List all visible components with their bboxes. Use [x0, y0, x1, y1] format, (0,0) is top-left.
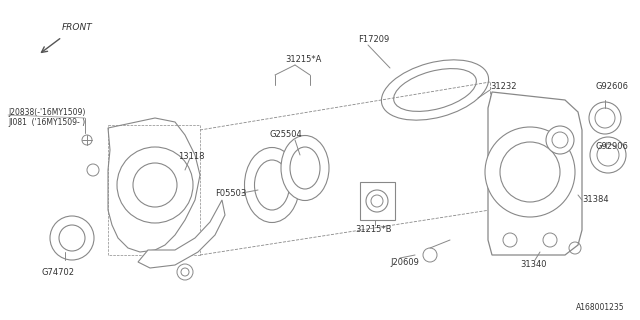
Polygon shape	[138, 200, 225, 268]
Text: G92906: G92906	[596, 142, 629, 151]
Text: F17209: F17209	[358, 35, 389, 44]
Circle shape	[133, 163, 177, 207]
Circle shape	[50, 216, 94, 260]
Circle shape	[546, 126, 574, 154]
Ellipse shape	[244, 148, 300, 222]
Circle shape	[366, 190, 388, 212]
Bar	[360, 182, 395, 220]
Polygon shape	[488, 92, 582, 255]
Circle shape	[485, 127, 575, 217]
Circle shape	[589, 102, 621, 134]
Polygon shape	[108, 118, 200, 252]
Circle shape	[117, 147, 193, 223]
Text: FRONT: FRONT	[62, 23, 93, 32]
Ellipse shape	[381, 60, 488, 120]
Circle shape	[590, 137, 626, 173]
Text: G25504: G25504	[270, 130, 303, 139]
Text: J20838(-'16MY1509): J20838(-'16MY1509)	[8, 108, 85, 117]
Text: A168001235: A168001235	[577, 303, 625, 312]
Circle shape	[500, 142, 560, 202]
Text: 13118: 13118	[178, 152, 205, 161]
Text: JI081  ('16MY1509- ): JI081 ('16MY1509- )	[8, 118, 85, 127]
Text: J20609: J20609	[390, 258, 419, 267]
Text: F05503: F05503	[215, 188, 246, 197]
Ellipse shape	[290, 147, 320, 189]
Text: G74702: G74702	[42, 268, 75, 277]
Text: G92606: G92606	[596, 82, 629, 91]
Text: 31232: 31232	[490, 82, 516, 91]
Text: 31384: 31384	[582, 195, 609, 204]
Text: 31215*B: 31215*B	[355, 225, 392, 234]
Ellipse shape	[394, 68, 476, 111]
Text: 31340: 31340	[520, 260, 547, 269]
Ellipse shape	[281, 135, 329, 201]
Circle shape	[59, 225, 85, 251]
Ellipse shape	[255, 160, 289, 210]
Text: 31215*A: 31215*A	[285, 55, 321, 64]
